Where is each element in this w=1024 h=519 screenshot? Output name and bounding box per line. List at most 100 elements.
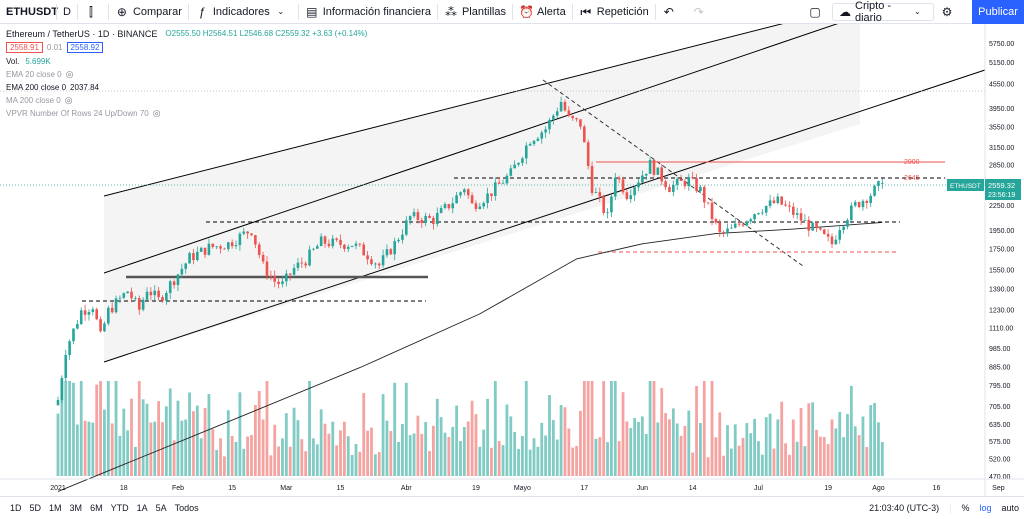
volume-bar [575, 446, 578, 476]
volume-bar [164, 406, 168, 476]
time-tick-label: 15 [228, 485, 236, 492]
candle-down [288, 273, 292, 275]
spread-value: 0.01 [46, 43, 63, 52]
candle-down [447, 204, 451, 209]
price-tick-label: 5750.00 [989, 41, 1014, 48]
candle-up [764, 205, 768, 213]
candle-up [606, 212, 609, 214]
candle-down [432, 217, 435, 225]
compare-button[interactable]: ⊕ Comparar [109, 0, 188, 24]
templates-label: Plantillas [461, 5, 506, 18]
redo-button[interactable]: ↷ [686, 0, 716, 24]
volume-bar [551, 420, 555, 476]
bar-style-button[interactable]: ⫿ [78, 0, 108, 24]
candle-up [749, 219, 753, 222]
time-tick-label: Abr [401, 485, 413, 492]
candle-up [524, 145, 528, 159]
publish-button[interactable]: Publicar [972, 0, 1024, 24]
candle-up [374, 263, 377, 265]
candle-down [211, 243, 215, 247]
price-axis[interactable]: 5750.00 5150.00 4550.00 3950.00 3550.00 3150.… [989, 41, 1014, 481]
volume-bar [780, 401, 784, 476]
volume-bar [126, 430, 130, 476]
range-5d[interactable]: 5D [29, 503, 42, 513]
volume-bar [745, 423, 749, 476]
candle-down [718, 222, 722, 233]
time-tick-label: 19 [824, 485, 832, 492]
candle-up [451, 203, 455, 209]
volume-bar [555, 439, 559, 476]
settings-button[interactable]: ⚙ [934, 0, 964, 24]
volume-bar [118, 435, 122, 476]
replay-button[interactable]: ⏮ Repetición [573, 0, 655, 24]
percent-toggle[interactable]: % [961, 503, 970, 513]
level-2645-label: 2645 [904, 175, 920, 182]
volume-bar [281, 438, 284, 476]
layout-selector[interactable]: ☁ Cripto - diario ⌄ [832, 0, 934, 24]
volume-bar [308, 381, 311, 476]
candle-down [683, 180, 687, 187]
alert-button[interactable]: ⏰ Alerta [513, 0, 572, 24]
indicators-button[interactable]: ƒ Indicadores ⌄ [189, 0, 298, 24]
range-1d[interactable]: 1D [10, 503, 22, 513]
log-toggle[interactable]: log [979, 503, 992, 513]
volume-bar [219, 438, 222, 476]
legend-ema20-row[interactable]: EMA 20 close 0 ◎ [6, 68, 367, 81]
volume-bar [91, 422, 95, 476]
volume-bar [846, 413, 849, 476]
candle-up [184, 263, 188, 269]
range-all[interactable]: Todos [174, 503, 199, 513]
eye-off-icon[interactable]: ◎ [152, 108, 161, 118]
candle-down [722, 232, 725, 233]
volume-bar [791, 419, 795, 476]
volume-bar [331, 421, 335, 476]
alert-label: Alerta [537, 5, 566, 18]
price-chart[interactable]: 2900 2645 5750.00 5150.00 4550.00 3950.00 35… [0, 24, 1024, 496]
volume-bar [687, 410, 691, 476]
bid-price[interactable]: 2558.91 [6, 42, 43, 53]
volume-bar [776, 419, 780, 476]
volume-bar [683, 425, 687, 476]
candle-up [412, 212, 416, 217]
templates-button[interactable]: ⁂ Plantillas [438, 0, 512, 24]
volume-bar [788, 454, 791, 476]
volume-bar [261, 419, 265, 476]
auto-toggle[interactable]: auto [1001, 503, 1019, 513]
volume-bar [401, 423, 404, 476]
candle-down [277, 281, 280, 285]
volume-bar [64, 381, 68, 476]
range-6m[interactable]: 6M [90, 503, 103, 513]
volume-bar [478, 446, 482, 476]
interval-selector[interactable]: D [63, 5, 71, 18]
range-5y[interactable]: 5A [155, 503, 167, 513]
symbol-search[interactable]: ETHUSDT [6, 5, 58, 18]
time-axis[interactable]: 2021 18 Feb 15 Mar 15 Abr 19 Mayo 17 Jun 14 Jul 19 Ago… [0, 478, 1024, 492]
undo-button[interactable]: ↶ [656, 0, 686, 24]
range-1y[interactable]: 1A [136, 503, 148, 513]
legend-vpvr-row[interactable]: VPVR Number Of Rows 24 Up/Down 70 ◎ [6, 107, 367, 120]
candle-up [555, 111, 559, 116]
price-tick-label: 520.00 [989, 457, 1011, 464]
ask-price[interactable]: 2558.92 [66, 42, 104, 53]
financials-button[interactable]: ▤ Información financiera [299, 0, 437, 24]
volume-bar [640, 416, 644, 476]
volume-bar [714, 437, 718, 476]
candle-up [613, 177, 617, 197]
legend-ma200-row[interactable]: MA 200 close 0 ◎ [6, 94, 367, 107]
volume-bar [130, 398, 133, 476]
candle-down [583, 126, 586, 143]
range-ytd[interactable]: YTD [110, 503, 129, 513]
eye-off-icon[interactable]: ◎ [64, 95, 73, 105]
price-tick-label: 470.00 [989, 474, 1011, 481]
square-icon: ▢ [809, 5, 821, 19]
range-3m[interactable]: 3M [69, 503, 83, 513]
volume-bar [671, 408, 675, 476]
range-1m[interactable]: 1M [49, 503, 62, 513]
volume-bar [652, 381, 656, 476]
candle-up [610, 196, 613, 213]
clock-label[interactable]: 21:03:40 (UTC-3) [869, 503, 940, 513]
fullscreen-layout-button[interactable]: ▢ [802, 0, 832, 24]
volume-bar [199, 438, 203, 476]
eye-off-icon[interactable]: ◎ [65, 69, 74, 79]
legend-ema200-row[interactable]: EMA 200 close 0 2037.84 [6, 81, 367, 94]
